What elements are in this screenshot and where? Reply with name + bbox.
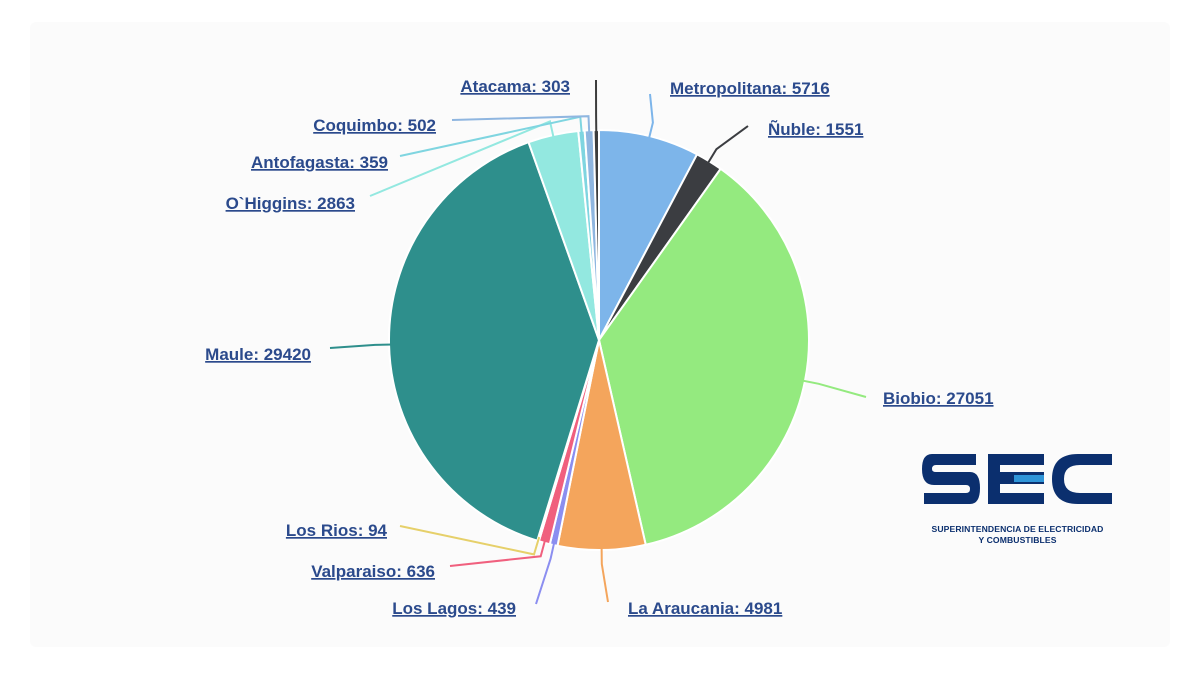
label-los-rios[interactable]: Los Rios: 94 <box>286 521 388 540</box>
leader-line-maule <box>329 343 394 349</box>
leader-lines <box>329 79 867 605</box>
label-n-uble[interactable]: Ñuble: 1551 <box>768 119 863 139</box>
label-la-araucania[interactable]: La Araucania: 4981 <box>628 599 782 618</box>
leader-line-la-araucania <box>600 545 609 603</box>
logo-subtitle-line-1: SUPERINTENDENCIA DE ELECTRICIDAD <box>931 524 1104 534</box>
leader-line-coquimbo <box>451 115 591 135</box>
leader-line-biobio <box>800 379 867 398</box>
sec-logo: SUPERINTENDENCIA DE ELECTRICIDAD Y COMBU… <box>920 450 1115 550</box>
logo-subtitle-line-2: Y COMBUSTIBLES <box>978 535 1057 545</box>
leader-line-o-higgins <box>369 120 555 197</box>
label-maule[interactable]: Maule: 29420 <box>205 345 311 364</box>
leader-line-metropolitana <box>647 93 654 141</box>
label-atacama[interactable]: Atacama: 303 <box>460 77 570 96</box>
label-biobio[interactable]: Biobio: 27051 <box>883 389 994 408</box>
label-coquimbo[interactable]: Coquimbo: 502 <box>313 116 436 135</box>
label-antofagasta[interactable]: Antofagasta: 359 <box>251 153 388 172</box>
leader-line-los-lagos <box>535 540 556 605</box>
sec-logo-mark <box>922 454 1112 504</box>
label-valparaiso[interactable]: Valparaiso: 636 <box>311 562 435 581</box>
slice-labels: Metropolitana: 5716 Ñuble: 1551 Biobio: 27… <box>205 77 993 618</box>
logo-letter-s <box>922 454 980 504</box>
label-o-higgins[interactable]: O`Higgins: 2863 <box>226 194 355 213</box>
logo-letter-c <box>1052 454 1112 504</box>
label-metropolitana[interactable]: Metropolitana: 5716 <box>670 79 830 98</box>
leader-line-n-uble <box>706 125 749 166</box>
leader-line-los-rios <box>399 525 541 556</box>
leader-line-valparaiso <box>449 538 547 567</box>
pie-slices <box>388 128 810 551</box>
logo-accent-bar <box>1014 475 1044 482</box>
label-los-lagos[interactable]: Los Lagos: 439 <box>392 599 516 618</box>
